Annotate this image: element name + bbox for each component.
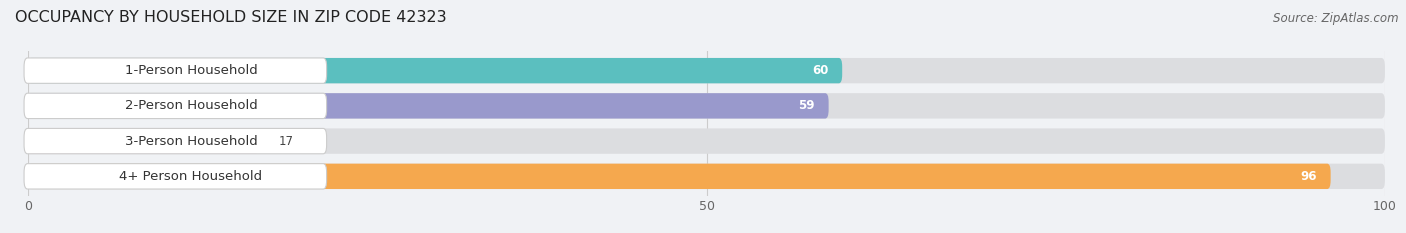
Text: 4+ Person Household: 4+ Person Household xyxy=(120,170,263,183)
Text: OCCUPANCY BY HOUSEHOLD SIZE IN ZIP CODE 42323: OCCUPANCY BY HOUSEHOLD SIZE IN ZIP CODE … xyxy=(14,10,446,25)
FancyBboxPatch shape xyxy=(24,93,326,119)
Text: 17: 17 xyxy=(280,135,294,148)
Text: 59: 59 xyxy=(799,99,815,112)
FancyBboxPatch shape xyxy=(28,164,1385,189)
FancyBboxPatch shape xyxy=(28,93,1385,119)
Text: 60: 60 xyxy=(813,64,828,77)
FancyBboxPatch shape xyxy=(28,128,259,154)
FancyBboxPatch shape xyxy=(24,164,326,189)
FancyBboxPatch shape xyxy=(28,58,1385,83)
FancyBboxPatch shape xyxy=(28,93,828,119)
Text: Source: ZipAtlas.com: Source: ZipAtlas.com xyxy=(1272,12,1399,25)
Text: 3-Person Household: 3-Person Household xyxy=(125,135,257,148)
FancyBboxPatch shape xyxy=(28,164,1330,189)
FancyBboxPatch shape xyxy=(28,128,1385,154)
FancyBboxPatch shape xyxy=(28,58,842,83)
FancyBboxPatch shape xyxy=(24,58,326,83)
Text: 2-Person Household: 2-Person Household xyxy=(125,99,257,112)
FancyBboxPatch shape xyxy=(24,128,326,154)
Text: 1-Person Household: 1-Person Household xyxy=(125,64,257,77)
Text: 96: 96 xyxy=(1301,170,1317,183)
